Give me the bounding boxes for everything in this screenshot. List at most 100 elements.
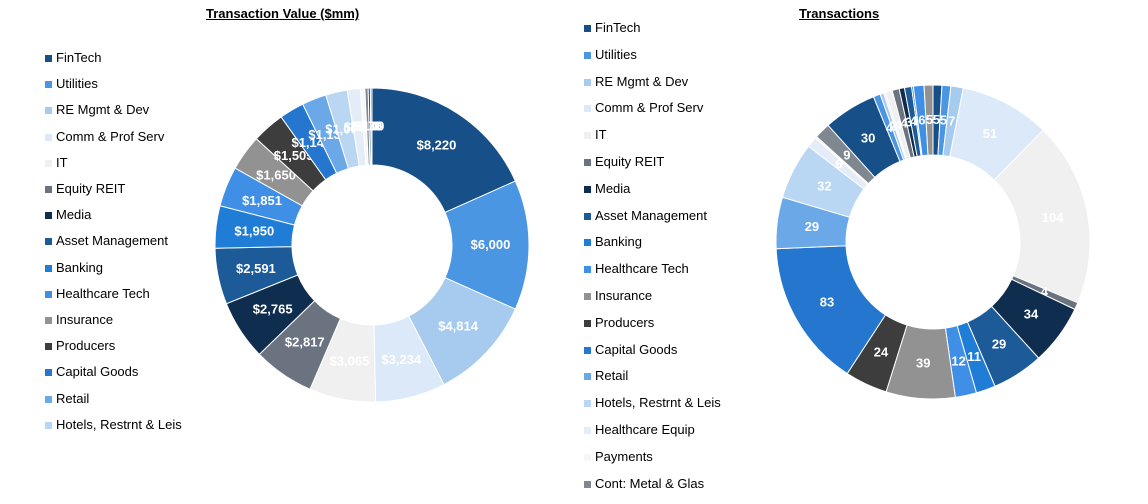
left-legend-swatch: [45, 159, 52, 167]
right-legend-swatch: [584, 212, 591, 220]
right-data-label-22: 1: [892, 118, 899, 133]
right-legend-swatch: [584, 78, 591, 86]
right-legend-swatch: [584, 266, 591, 274]
right-data-label-15: 32: [817, 179, 831, 194]
right-legend-label: IT: [595, 127, 607, 143]
right-data-label-23: 4: [895, 117, 903, 132]
left-legend-swatch: [45, 133, 52, 141]
right-data-label-11: 39: [916, 356, 930, 371]
chart-title-right: Transactions: [799, 6, 880, 21]
left-data-label-12: $1,505: [274, 148, 314, 163]
right-data-label-5: 104: [1042, 210, 1064, 225]
right-legend-label: Payments: [595, 448, 653, 464]
right-legend-label: Banking: [595, 234, 642, 250]
right-data-label-4: 51: [983, 126, 997, 141]
right-legend-swatch: [584, 25, 591, 32]
right-data-label-27: 1: [913, 113, 920, 128]
left-legend-label: Comm & Prof Serv: [56, 128, 165, 144]
left-legend-swatch: [45, 290, 52, 298]
right-data-label-13: 83: [820, 294, 834, 309]
right-legend-swatch: [584, 427, 591, 434]
donut-chart-right: 5575110443429111239248329326193042144341…: [775, 84, 1091, 400]
right-data-label-7: 34: [1024, 307, 1039, 322]
left-legend-swatch: [45, 317, 52, 324]
right-data-label-29: 5: [926, 112, 933, 127]
right-legend-label: Producers: [595, 314, 655, 330]
left-legend-swatch: [45, 186, 52, 193]
right-data-label-14: 29: [805, 219, 819, 234]
right-data-label-3: 7: [948, 113, 955, 128]
chart-title-left: Transaction Value ($mm): [206, 6, 360, 21]
left-legend-swatch: [45, 212, 52, 220]
right-legend-swatch: [584, 453, 591, 461]
left-data-label-5: $3,065: [330, 353, 370, 368]
left-legend-label: Healthcare Tech: [56, 285, 150, 301]
right-legend-label: Comm & Prof Serv: [595, 100, 704, 116]
right-legend-label: Media: [595, 180, 631, 196]
right-legend-label: Asset Management: [595, 207, 708, 223]
left-legend-label: Insurance: [56, 312, 114, 327]
left-legend-swatch: [45, 55, 52, 62]
left-legend-label: Capital Goods: [56, 364, 139, 380]
right-legend-swatch: [584, 346, 591, 354]
left-legend-swatch: [45, 238, 52, 246]
right-data-label-16: 6: [835, 156, 842, 171]
left-legend-swatch: [45, 395, 52, 403]
left-legend-label: Producers: [56, 338, 116, 354]
left-legend-label: Equity REIT: [56, 181, 126, 196]
right-data-label-6: 4: [1041, 284, 1049, 299]
right-legend-label: Capital Goods: [595, 341, 678, 357]
right-legend-swatch: [584, 480, 591, 488]
left-data-label-20: $75: [361, 119, 383, 134]
left-legend-swatch: [45, 343, 52, 351]
right-legend-swatch: [584, 132, 591, 140]
right-legend-swatch: [584, 185, 591, 193]
left-legend-swatch: [45, 107, 52, 115]
left-legend-swatch: [45, 369, 52, 377]
right-legend-label: FinTech: [595, 20, 641, 35]
right-data-label-9: 11: [967, 349, 981, 364]
right-data-label-26: 4: [910, 114, 918, 129]
left-slice-1: [371, 87, 517, 214]
right-legend-label: Cont: Metal & Glas: [595, 475, 705, 491]
right-legend-swatch: [584, 105, 591, 113]
right-data-label-1: 5: [933, 112, 940, 127]
right-legend-label: Equity REIT: [595, 154, 665, 169]
right-data-label-21: 2: [890, 119, 897, 134]
left-legend-swatch: [45, 264, 52, 272]
right-legend-swatch: [584, 373, 591, 381]
right-data-label-19: 30: [861, 131, 875, 146]
right-legend-label: Insurance: [595, 288, 653, 303]
right-legend-label: Healthcare Equip: [595, 422, 695, 437]
left-data-label-1: $8,220: [417, 138, 457, 153]
legend-left: FinTech Utilities RE Mgmt & Dev Comm & Prof…: [45, 0, 215, 504]
left-legend-label: Utilities: [56, 76, 98, 92]
left-data-label-11: $1,650: [256, 167, 296, 182]
right-legend-swatch: [584, 293, 591, 300]
right-legend-label: Healthcare Tech: [595, 261, 689, 277]
right-legend-swatch: [584, 239, 591, 247]
left-legend-label: Asset Management: [56, 233, 169, 249]
left-data-label-4: $3,234: [381, 352, 422, 367]
left-legend-swatch: [45, 81, 52, 89]
left-legend-label: FinTech: [56, 50, 102, 65]
left-legend-label: Banking: [56, 259, 103, 275]
right-legend-swatch: [584, 400, 591, 408]
left-slice-20: [369, 87, 373, 166]
left-data-label-6: $2,817: [285, 335, 325, 350]
right-data-label-24: 4: [900, 116, 908, 131]
right-data-label-10: 12: [951, 353, 965, 368]
right-legend-swatch: [584, 159, 591, 166]
right-data-label-12: 24: [874, 344, 889, 359]
donut-chart-left: $8,220 $6,000 $4,814 $3,234 $3,065 $2,817 $2,7…: [214, 87, 530, 403]
left-data-label-18: $150: [353, 119, 382, 134]
left-data-label-19: $100: [355, 119, 384, 134]
left-legend-swatch: [45, 421, 52, 429]
left-data-label-10: $1,851: [242, 193, 282, 208]
right-legend-label: Retail: [595, 368, 629, 384]
left-data-label-7: $2,765: [253, 302, 293, 317]
right-data-label-18: 9: [843, 148, 850, 163]
right-data-label-28: 6: [918, 113, 925, 128]
right-legend-label: Hotels, Restrnt & Leis: [595, 395, 721, 411]
left-legend-label: Media: [56, 207, 92, 223]
